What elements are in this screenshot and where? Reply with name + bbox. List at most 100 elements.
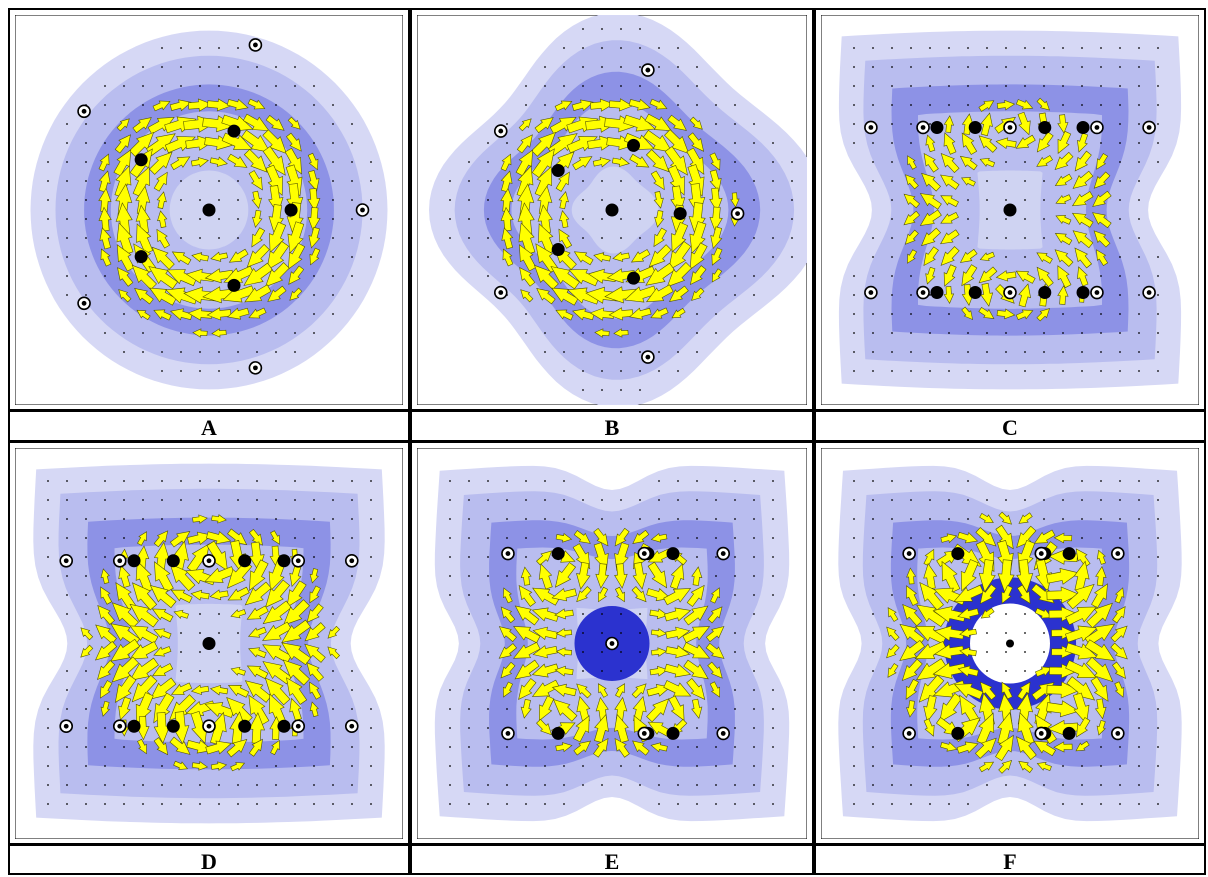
grid-dot [468, 594, 470, 596]
current-arrow [614, 542, 630, 571]
grid-dot [891, 256, 893, 258]
grid-dot [506, 142, 508, 144]
grid-dot [123, 803, 125, 805]
grid-dot [1100, 537, 1102, 539]
grid-dot [853, 142, 855, 144]
grid-dot [199, 613, 201, 615]
grid-dot [734, 613, 736, 615]
grid-dot [313, 803, 315, 805]
grid-dot [891, 313, 893, 315]
current-arrow [514, 605, 540, 626]
current-arrow [520, 698, 532, 719]
current-arrow [612, 251, 630, 262]
grid-dot [313, 556, 315, 558]
grid-dot [967, 499, 969, 501]
grid-dot [872, 313, 874, 315]
grid-dot [891, 104, 893, 106]
grid-dot [696, 85, 698, 87]
current-arrow [974, 737, 997, 759]
grid-dot [1138, 104, 1140, 106]
grid-dot [47, 161, 49, 163]
grid-dot [1081, 518, 1083, 520]
grid-dot [66, 480, 68, 482]
grid-dot [872, 803, 874, 805]
grid-dot [967, 218, 969, 220]
current-arrow [251, 227, 266, 248]
grid-dot [351, 689, 353, 691]
current-arrow [649, 608, 669, 620]
grid-dot [967, 104, 969, 106]
vector-field [47, 480, 372, 805]
grid-dot [47, 199, 49, 201]
grid-dot [313, 294, 315, 296]
grid-dot [929, 746, 931, 748]
current-arrow [933, 625, 965, 642]
grid-dot [180, 518, 182, 520]
grid-dot [1024, 499, 1026, 501]
current-arrow [282, 659, 311, 686]
grid-dot [370, 803, 372, 805]
grid-dot [967, 47, 969, 49]
grid-dot [332, 499, 334, 501]
current-arrow [689, 116, 703, 130]
grid-dot [910, 518, 912, 520]
current-arrow [995, 734, 1014, 762]
grid-dot [601, 518, 603, 520]
current-arrow [608, 307, 634, 321]
grid-dot [332, 575, 334, 577]
grid-dot [853, 480, 855, 482]
grid-dot [1157, 575, 1159, 577]
panel-e-image-cell [410, 441, 814, 845]
current-arrow [169, 563, 196, 592]
grid-dot [753, 803, 755, 805]
grid-dot [853, 765, 855, 767]
current-arrow [205, 740, 232, 755]
grid-dot [294, 85, 296, 87]
grid-dot [1081, 803, 1083, 805]
current-arrow [653, 191, 664, 209]
atom-marker [127, 554, 141, 568]
grid-dot [753, 180, 755, 182]
grid-dot [853, 518, 855, 520]
grid-dot [487, 556, 489, 558]
panel-d-label-cell: D [8, 844, 410, 875]
current-arrow [1091, 583, 1108, 609]
atom-marker [551, 242, 565, 256]
grid-dot [85, 613, 87, 615]
current-arrow [187, 307, 213, 321]
ring-atom-marker-center [505, 731, 511, 736]
grid-dot [1043, 66, 1045, 68]
grid-dot [853, 784, 855, 786]
grid-dot [104, 123, 106, 125]
grid-dot [1100, 47, 1102, 49]
grid-dot [620, 632, 622, 634]
current-arrow [1036, 761, 1052, 771]
grid-dot [218, 480, 220, 482]
current-arrow [309, 568, 319, 584]
grid-dot [218, 180, 220, 182]
grid-dot [161, 351, 163, 353]
grid-dot [275, 518, 277, 520]
grid-dot [891, 237, 893, 239]
grid-dot [1119, 180, 1121, 182]
grid-dot [468, 765, 470, 767]
grid-dot [351, 256, 353, 258]
current-arrow [923, 562, 938, 590]
grid-dot [332, 765, 334, 767]
grid-dot [891, 689, 893, 691]
grid-dot [351, 275, 353, 277]
grid-dot [791, 180, 793, 182]
grid-dot [910, 332, 912, 334]
current-arrow [1076, 717, 1091, 738]
grid-dot [658, 66, 660, 68]
grid-dot [791, 218, 793, 220]
grid-dot [1157, 594, 1159, 596]
grid-dot [332, 275, 334, 277]
grid-dot [563, 518, 565, 520]
grid-dot [449, 537, 451, 539]
grid-dot [582, 613, 584, 615]
current-arrow [153, 530, 169, 548]
grid-dot [449, 594, 451, 596]
grid-dot [582, 218, 584, 220]
grid-dot [582, 28, 584, 30]
